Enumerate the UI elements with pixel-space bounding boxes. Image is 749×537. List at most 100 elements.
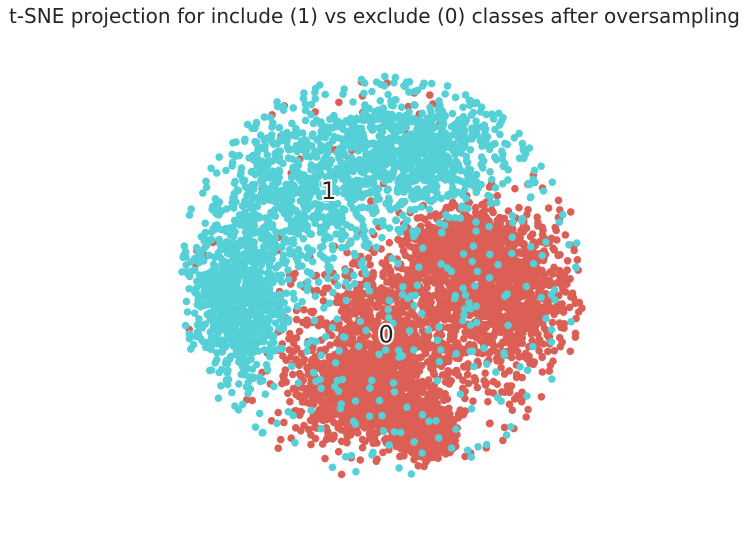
series-1-point (300, 89, 308, 97)
series-0-point (358, 335, 367, 344)
series-0-point (377, 284, 386, 292)
series-0-point (395, 417, 404, 425)
series-0-point (368, 406, 377, 415)
series-0-point (380, 362, 388, 371)
series-0-point (454, 410, 463, 418)
series-0-point (424, 427, 433, 436)
series-1-point (372, 243, 381, 252)
series-0-point (528, 305, 536, 314)
series-0-point (534, 330, 542, 339)
series-0-point (348, 325, 356, 334)
series-0-point (422, 227, 431, 236)
series-0-point (563, 257, 572, 265)
series-0-point (355, 373, 363, 381)
series-0-point (414, 251, 423, 259)
series-0-point (367, 399, 376, 407)
series-0-point (364, 318, 372, 326)
series-0-point (315, 406, 323, 414)
series-0-point (446, 204, 455, 212)
series-0-point (334, 447, 343, 456)
series-0-point (311, 434, 320, 443)
series-1-point (212, 169, 221, 177)
series-0-point (513, 347, 522, 356)
series-0-point (339, 362, 347, 371)
series-0-point (379, 448, 387, 457)
series-0-point (507, 297, 515, 306)
series-0-point (343, 289, 352, 298)
series-0-point (512, 370, 521, 379)
series-0-point (295, 407, 304, 416)
series-0-point (415, 382, 424, 391)
series-0-point (524, 405, 532, 414)
series-0-point (345, 318, 354, 327)
series-0-point (320, 359, 328, 367)
series-0-point (280, 418, 288, 427)
series-0-point (421, 317, 430, 326)
series-0-point (484, 298, 493, 307)
series-0-point (505, 385, 514, 394)
series-0-point (494, 216, 502, 224)
series-0-point (477, 261, 486, 269)
series-0-point (482, 286, 491, 295)
series-0-point (538, 231, 547, 239)
series-1-point (413, 281, 422, 290)
series-0-point (444, 367, 452, 375)
series-0-point (366, 261, 374, 269)
series-0-point (513, 331, 522, 339)
series-0-point (554, 196, 563, 205)
series-0-point (429, 367, 437, 376)
series-0-point (279, 374, 288, 383)
series-0-point (559, 286, 567, 295)
series-0-point (448, 252, 457, 261)
series-0-point (488, 304, 497, 312)
series-0-point (453, 366, 461, 375)
series-0-point (505, 225, 514, 233)
series-0-point (506, 328, 514, 337)
series-0-point (489, 377, 498, 386)
series-0-point (337, 437, 346, 446)
series-0-point (279, 352, 287, 360)
series-0-point (396, 452, 404, 461)
series-0-point (335, 98, 343, 107)
series-0-point (458, 222, 467, 230)
series-0-point (297, 372, 305, 380)
series-0-point (322, 319, 331, 327)
series-0-point (485, 349, 494, 358)
series-0-point (348, 426, 357, 434)
series-0-point (538, 223, 546, 232)
series-0-point (324, 431, 332, 440)
series-0-point (395, 322, 404, 330)
series-0-point (491, 237, 500, 246)
series-0-point (550, 347, 559, 355)
series-0-point (505, 400, 514, 409)
series-0-point (317, 315, 325, 323)
series-0-point (372, 457, 381, 466)
series-0-point (546, 361, 555, 370)
series-0-point (304, 425, 313, 434)
series-0-point (300, 306, 308, 314)
series-0-point (489, 208, 497, 217)
series-0-point (419, 388, 427, 397)
series-0-point (368, 359, 377, 368)
series-0-point (534, 218, 542, 227)
series-0-point (392, 337, 401, 346)
series-0-point (284, 389, 292, 398)
series-0-point (307, 385, 316, 394)
series-0-point (495, 281, 503, 290)
series-0-point (464, 327, 472, 335)
series-0-point (412, 275, 420, 284)
series-0-point (440, 316, 449, 324)
series-0-point (404, 269, 413, 278)
series-0-point (358, 443, 367, 452)
series-0-point (499, 436, 507, 445)
series-0-point (462, 229, 470, 238)
series-0-point (484, 388, 493, 396)
series-0-point (363, 350, 372, 359)
series-0-point (471, 375, 480, 384)
series-0-point (515, 248, 523, 257)
series-0-point (407, 386, 416, 394)
series-0-point (518, 227, 526, 236)
series-0-point (449, 418, 458, 427)
series-0-point (309, 307, 318, 316)
